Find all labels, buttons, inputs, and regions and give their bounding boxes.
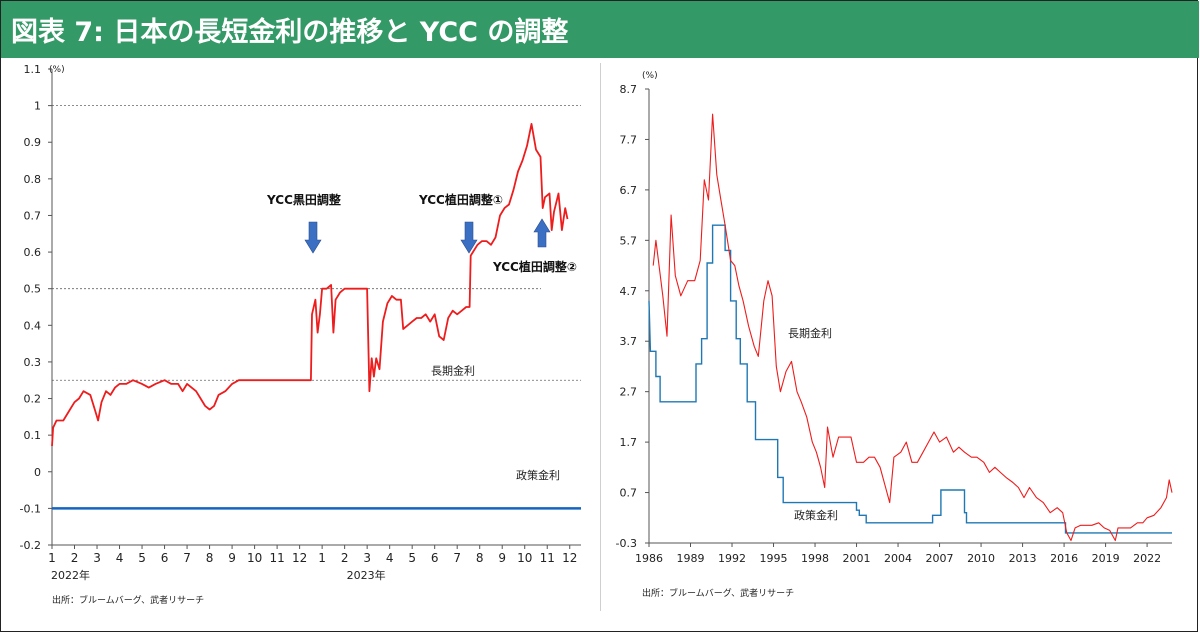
y-tick-label: 0.4 <box>24 319 42 332</box>
x-tick-label: 1998 <box>801 552 829 565</box>
source-note: 出所：ブルームバーグ、武者リサーチ <box>642 587 794 599</box>
x-tick-label: 10 <box>247 551 262 565</box>
y-tick-label: 4.7 <box>620 285 638 298</box>
x-tick-label: 11 <box>540 551 555 565</box>
x-tick-label: 1 <box>318 551 326 565</box>
x-tick-label: 6 <box>161 551 169 565</box>
y-tick-label: 8.7 <box>620 83 638 96</box>
x-tick-label: 7 <box>183 551 191 565</box>
x-tick-label: 10 <box>517 551 532 565</box>
x-tick-label: 5 <box>138 551 146 565</box>
y-tick-label: 0 <box>34 466 41 479</box>
x-tick-label: 2 <box>71 551 79 565</box>
y-tick-label: 0.8 <box>24 173 42 186</box>
y-tick-label: -0.1 <box>20 502 41 515</box>
y-tick-label: 0.7 <box>24 209 42 222</box>
y-tick-label: 3.7 <box>620 335 638 348</box>
x-tick-label: 11 <box>269 551 284 565</box>
annotation-label: YCC黒田調整 <box>266 192 341 207</box>
annotation-arrow <box>533 218 551 248</box>
series-label-policy-rate: 政策金利 <box>516 468 560 482</box>
y-tick-label: 2.7 <box>620 386 638 399</box>
x-tick-label: 8 <box>476 551 484 565</box>
y-tick-label: 0.5 <box>24 283 42 296</box>
header-bar: 図表 7: 日本の長短金利の推移と YCC の調整 <box>1 1 1199 58</box>
x-tick-label: 2004 <box>884 552 912 565</box>
x-tick-label: 4 <box>386 551 394 565</box>
x-tick-label: 2007 <box>926 552 954 565</box>
annotation-label: YCC植田調整① <box>418 192 503 207</box>
x-tick-label: 4 <box>116 551 124 565</box>
y-tick-label: 0.3 <box>24 356 42 369</box>
x-tick-label: 2022 <box>1133 552 1161 565</box>
x-tick-label: 3 <box>363 551 371 565</box>
x-tick-label: 2019 <box>1092 552 1120 565</box>
y-tick-label: 7.7 <box>620 133 638 146</box>
x-tick-label: 1989 <box>677 552 705 565</box>
x-tick-label: 5 <box>408 551 416 565</box>
policy-rate-line <box>648 224 1172 534</box>
y-tick-label: 0.1 <box>24 429 42 442</box>
x-tick-label: 1995 <box>760 552 788 565</box>
y-tick-label: 0.6 <box>24 246 42 259</box>
year-label: 2022年 <box>51 568 90 582</box>
x-tick-label: 1986 <box>635 552 663 565</box>
x-tick-label: 9 <box>228 551 236 565</box>
x-tick-label: 1992 <box>718 552 746 565</box>
source-note: 出所：ブルームバーグ、武者リサーチ <box>52 594 204 606</box>
figure-title: 図表 7: 日本の長短金利の推移と YCC の調整 <box>11 17 569 48</box>
y-unit-label: (%) <box>642 71 658 81</box>
long-rate-line <box>51 123 569 447</box>
left-chart: 1.1 1 0.9 0.8 0.7 0.6 0.5 0.4 0.3 0.2 0.1 0 -0.1 -0.2… <box>20 63 581 606</box>
x-tick-label: 2016 <box>1050 552 1078 565</box>
series-label-policy-rate: 政策金利 <box>794 508 838 522</box>
y-tick-label: 5.7 <box>620 234 638 247</box>
x-tick-label: 9 <box>498 551 506 565</box>
annotation-label: YCC植田調整② <box>492 259 577 274</box>
x-tick-label: 2001 <box>843 552 871 565</box>
y-tick-label: -0.2 <box>20 539 41 552</box>
y-tick-label: 0.7 <box>620 487 638 500</box>
panel-divider <box>600 63 601 611</box>
x-tick-label: 2 <box>341 551 349 565</box>
y-tick-label: 1 <box>34 100 41 113</box>
series-label-long-rate: 長期金利 <box>431 364 475 378</box>
annotation-arrow <box>460 221 478 254</box>
x-tick-label: 7 <box>453 551 461 565</box>
y-tick-label: 6.7 <box>620 184 638 197</box>
x-tick-label: 6 <box>431 551 439 565</box>
y-tick-label: 1.7 <box>620 436 638 449</box>
long-rate-line <box>652 113 1173 542</box>
x-tick-label: 1 <box>48 551 56 565</box>
x-tick-label: 12 <box>292 551 307 565</box>
y-tick-label: 0.2 <box>24 393 42 406</box>
annotation-arrow <box>304 221 322 254</box>
x-tick-label: 12 <box>562 551 577 565</box>
y-tick-label: 1.1 <box>24 63 42 76</box>
year-label: 2023年 <box>347 568 386 582</box>
x-tick-label: 2013 <box>1009 552 1037 565</box>
x-tick-label: 8 <box>206 551 214 565</box>
x-tick-label: 2010 <box>967 552 995 565</box>
y-tick-label: -0.3 <box>616 537 637 550</box>
y-unit-label: (%) <box>49 65 65 75</box>
right-chart: 8.7 7.7 6.7 5.7 4.7 3.7 2.7 1.7 0.7 -0.3 (%) 1986 19… <box>616 71 1173 599</box>
x-tick-label: 3 <box>93 551 101 565</box>
series-label-long-rate: 長期金利 <box>788 326 832 340</box>
y-tick-label: 0.9 <box>24 136 42 149</box>
